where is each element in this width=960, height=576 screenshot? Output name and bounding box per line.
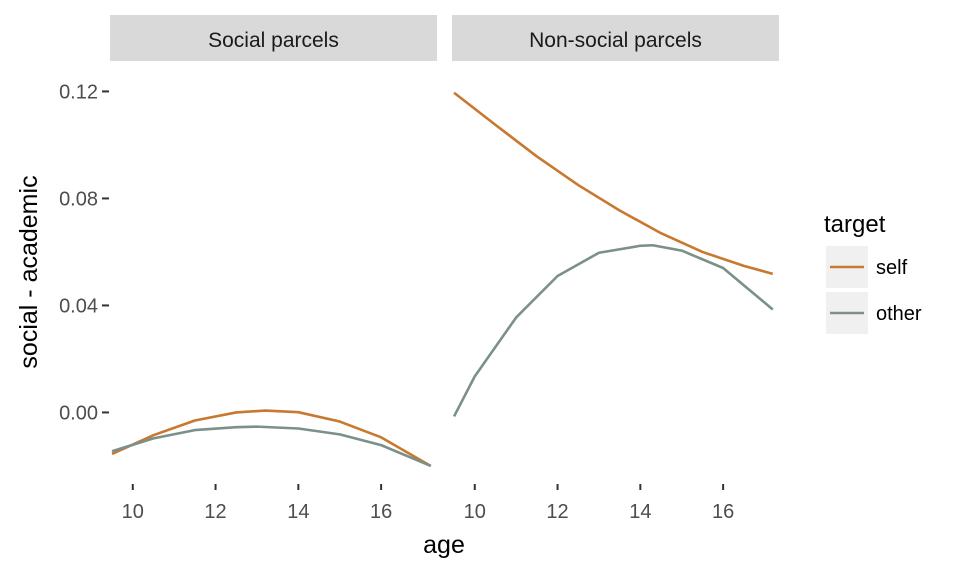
y-axis-title: social - academic (15, 175, 43, 368)
y-tick-label: 0.12 (59, 81, 98, 103)
series-line-self (453, 91, 774, 276)
legend: target self other (824, 211, 922, 334)
legend-label: other (876, 303, 922, 325)
y-tick-label: 0.08 (59, 188, 98, 210)
panel-strip (452, 15, 779, 61)
legend-entries: self other (826, 246, 922, 334)
x-tick-label: 10 (464, 501, 486, 523)
y-tick-label: 0.00 (59, 402, 98, 424)
x-tick-label: 16 (370, 501, 392, 523)
panel-strip-label: Non-social parcels (529, 29, 702, 52)
legend-title: target (824, 211, 886, 238)
x-tick-label: 10 (122, 501, 144, 523)
x-axes: 10 12 14 16 10 12 14 16 (122, 484, 734, 523)
x-tick-label: 14 (629, 501, 651, 523)
legend-label: self (876, 257, 908, 279)
x-tick-label: 14 (287, 501, 309, 523)
series-line-other (111, 425, 432, 468)
series-line-self (111, 409, 432, 468)
x-tick-label: 12 (204, 501, 226, 523)
panel-strip (110, 15, 437, 61)
panel-strip-label: Social parcels (208, 29, 339, 52)
x-tick-label: 12 (546, 501, 568, 523)
y-axis: 0.00 0.04 0.08 0.12 (59, 81, 109, 424)
x-tick-label: 16 (712, 501, 734, 523)
y-tick-label: 0.04 (59, 295, 98, 317)
series-line-other (452, 243, 774, 418)
plot-lines (111, 91, 774, 468)
x-axis-title: age (423, 531, 465, 559)
panel-strips: Social parcels Non-social parcels (110, 15, 779, 61)
